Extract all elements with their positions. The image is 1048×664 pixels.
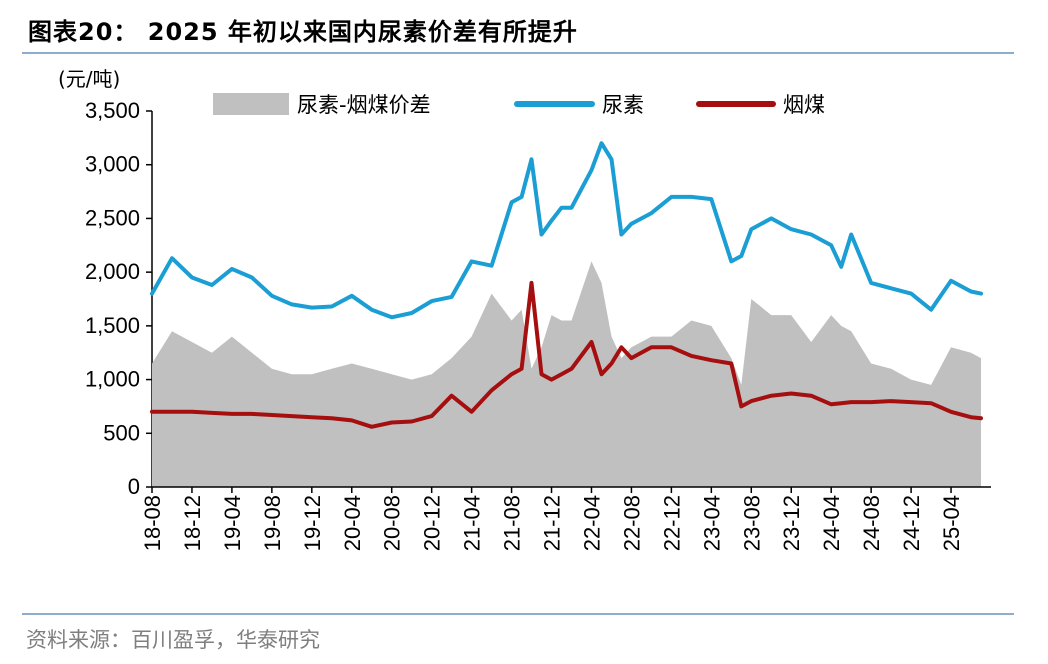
x-tick-label: 19-04 bbox=[220, 495, 245, 551]
series-urea-line bbox=[150, 141, 983, 320]
x-tick-label: 21-08 bbox=[500, 495, 525, 551]
x-tick-label: 21-12 bbox=[540, 495, 565, 551]
x-tick-label: 24-12 bbox=[899, 495, 924, 551]
x-tick-label: 23-12 bbox=[779, 495, 804, 551]
x-tick-label: 24-08 bbox=[859, 495, 884, 551]
y-tick-label: 0 bbox=[128, 474, 140, 499]
x-tick-label: 21-04 bbox=[460, 495, 485, 551]
y-tick-label: 2,500 bbox=[85, 205, 140, 230]
bottom-rule bbox=[22, 613, 1014, 615]
x-tick-label: 19-12 bbox=[300, 495, 325, 551]
x-tick-label: 20-04 bbox=[340, 495, 365, 551]
x-tick-label: 22-04 bbox=[579, 495, 604, 551]
y-axis: 0 500 1,000 1,500 2,000 2,500 3,000 3,500 (元/吨) bbox=[58, 67, 153, 499]
legend-label-spread: 尿素-烟煤价差 bbox=[297, 93, 431, 117]
chart-title: 图表20： 2025 年初以来国内尿素价差有所提升 bbox=[28, 18, 578, 46]
y-tick-label: 3,000 bbox=[85, 152, 140, 177]
y-tick-label: 2,000 bbox=[85, 259, 140, 284]
x-tick-label: 20-12 bbox=[420, 495, 445, 551]
x-tick-label: 22-08 bbox=[619, 495, 644, 551]
x-tick-label: 19-08 bbox=[260, 495, 285, 551]
chart: 05001,0001,5002,0002,5003,0003,500(元/吨) … bbox=[58, 67, 991, 551]
y-tick-label: 1,000 bbox=[85, 367, 140, 392]
x-tick-label: 23-08 bbox=[739, 495, 764, 551]
y-tick-label: 500 bbox=[103, 420, 140, 445]
x-tick-label: 24-04 bbox=[819, 495, 844, 551]
source-note: 资料来源：百川盈孚，华泰研究 bbox=[26, 628, 320, 652]
legend-label-urea: 尿素 bbox=[602, 93, 644, 117]
legend: 尿素-烟煤价差 尿素 烟煤 bbox=[213, 93, 825, 117]
legend-swatch-spread bbox=[213, 93, 289, 115]
legend-label-coal: 烟煤 bbox=[783, 93, 825, 117]
x-tick-label: 22-12 bbox=[659, 495, 684, 551]
y-tick-label: 1,500 bbox=[85, 313, 140, 338]
x-tick-label: 25-04 bbox=[939, 495, 964, 551]
x-tick-label: 18-12 bbox=[180, 495, 205, 551]
series-spread-area bbox=[152, 261, 982, 487]
x-tick-label: 18-08 bbox=[140, 495, 165, 551]
top-rule bbox=[22, 52, 1014, 54]
y-tick-label: 3,500 bbox=[85, 98, 140, 123]
series-coal-line bbox=[150, 280, 983, 429]
plot-area bbox=[150, 141, 983, 487]
x-tick-label: 23-04 bbox=[699, 495, 724, 551]
y-axis-unit: (元/吨) bbox=[58, 67, 120, 91]
x-axis: 18-08 18-12 19-04 19-08 19-12 20-04 20-08 20-12… bbox=[140, 486, 991, 551]
x-tick-label: 20-08 bbox=[380, 495, 405, 551]
